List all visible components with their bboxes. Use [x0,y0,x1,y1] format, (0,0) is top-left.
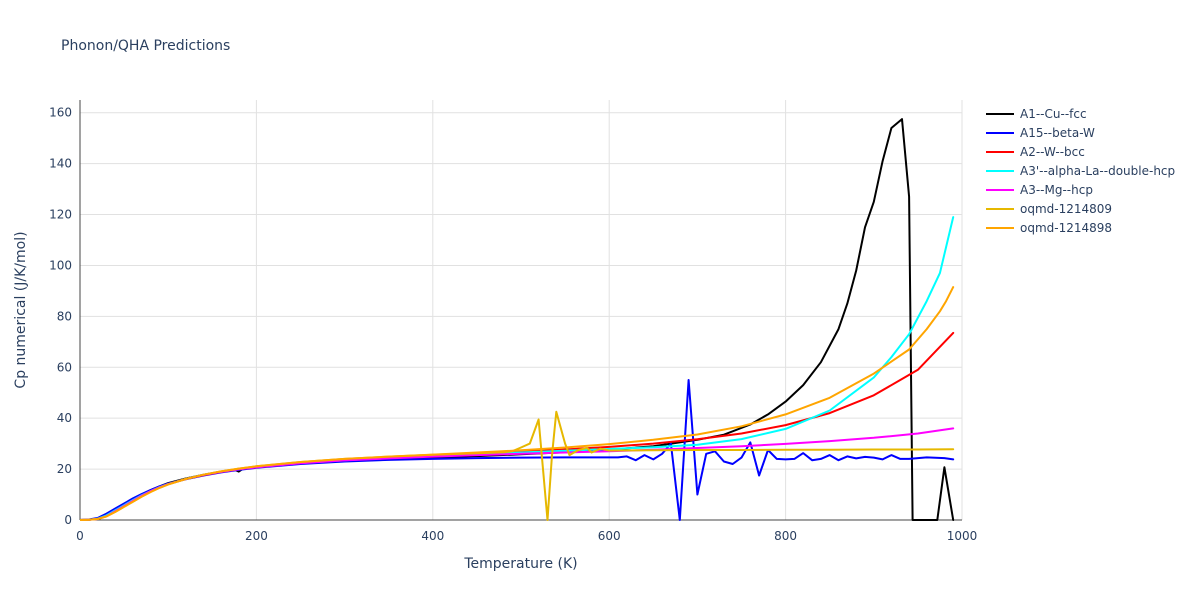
y-tick-label: 160 [49,106,72,120]
y-tick-label: 100 [49,258,72,272]
x-tick-label: 400 [421,529,444,543]
y-tick-label: 140 [49,157,72,171]
x-tick-label: 1000 [947,529,978,543]
x-axis-title: Temperature (K) [463,556,577,572]
axis-layer [79,100,962,521]
legend-label: A2--W--bcc [1020,145,1085,159]
series-line-7 [80,286,955,521]
y-tick-label: 20 [57,462,72,476]
series-line-1 [80,118,955,521]
chart-title: Phonon/QHA Predictions [61,38,230,54]
legend-item[interactable]: oqmd-1214898 [986,221,1112,235]
legend-label: A3'--alpha-La--double-hcp [1020,164,1175,178]
legend[interactable]: A1--Cu--fcc A15--beta-W A2--W--bcc A3'--alp… [986,107,1175,235]
legend-label: oqmd-1214898 [1020,221,1112,235]
y-tick-label: 0 [64,513,72,527]
tick-labels: 0 200 400 600 800 1000 0 20 40 60 80 100 120 140 160 [49,106,977,543]
legend-item[interactable]: A3'--alpha-La--double-hcp [986,164,1175,178]
y-tick-label: 60 [57,360,72,374]
plot-area [80,118,955,521]
legend-label: oqmd-1214809 [1020,202,1112,216]
y-tick-label: 120 [49,208,72,222]
legend-item[interactable]: oqmd-1214809 [986,202,1112,216]
y-tick-label: 80 [57,309,72,323]
legend-label: A1--Cu--fcc [1020,107,1087,121]
legend-label: A3--Mg--hcp [1020,183,1093,197]
legend-label: A15--beta-W [1020,126,1095,140]
y-tick-label: 40 [57,411,72,425]
legend-item[interactable]: A15--beta-W [986,126,1095,140]
grid-layer [80,100,963,520]
legend-item[interactable]: A1--Cu--fcc [986,107,1087,121]
x-tick-label: 0 [76,529,84,543]
y-axis-title: Cp numerical (J/K/mol) [13,231,29,388]
legend-item[interactable]: A2--W--bcc [986,145,1085,159]
x-tick-label: 800 [774,529,797,543]
x-tick-label: 200 [245,529,268,543]
x-tick-label: 600 [598,529,621,543]
legend-item[interactable]: A3--Mg--hcp [986,183,1093,197]
series-lines [80,118,955,521]
series-line-6 [80,410,955,521]
